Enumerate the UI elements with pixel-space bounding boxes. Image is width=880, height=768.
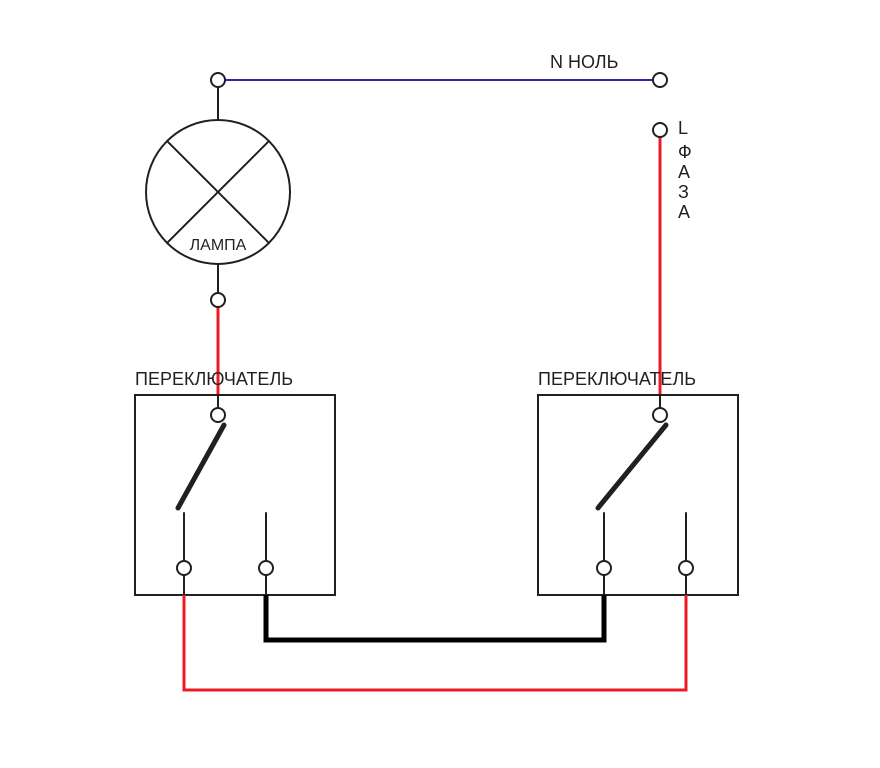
lamp-label: ЛАМПА xyxy=(190,237,247,254)
switch2-node-right xyxy=(679,561,693,575)
phase-letter-label: L xyxy=(678,118,688,138)
phase-node-top xyxy=(653,123,667,137)
phase-word-char-1: А xyxy=(678,162,690,182)
switch2-box xyxy=(538,395,738,595)
traveler-black xyxy=(266,595,604,640)
switch1-wiper xyxy=(178,425,224,508)
lamp-bottom-node xyxy=(211,293,225,307)
phase-word-char-3: А xyxy=(678,202,690,222)
neutral-label: N НОЛЬ xyxy=(550,52,618,72)
switch2-node-top xyxy=(653,408,667,422)
switch1-node-left xyxy=(177,561,191,575)
switch2-label: ПЕРЕКЛЮЧАТЕЛЬ xyxy=(538,369,696,389)
neutral-node-right xyxy=(653,73,667,87)
switch2-wiper xyxy=(598,425,666,508)
wiring-diagram: N НОЛЬЛАМПАLФАЗАПЕРЕКЛЮЧАТЕЛЬПЕРЕКЛЮЧАТЕ… xyxy=(0,0,880,768)
phase-word-char-0: Ф xyxy=(678,142,692,162)
neutral-node-left xyxy=(211,73,225,87)
switch1-label: ПЕРЕКЛЮЧАТЕЛЬ xyxy=(135,369,293,389)
switch1-box xyxy=(135,395,335,595)
switch2-node-left xyxy=(597,561,611,575)
switch1-node-right xyxy=(259,561,273,575)
phase-word-char-2: З xyxy=(678,182,689,202)
switch1-node-top xyxy=(211,408,225,422)
